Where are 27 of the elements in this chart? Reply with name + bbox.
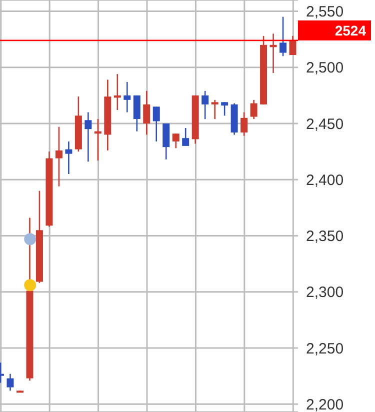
y-tick-label: 2,450 xyxy=(306,116,344,133)
candlestick xyxy=(143,90,150,136)
y-tick-label: 2,200 xyxy=(306,396,344,412)
candlestick xyxy=(250,99,258,120)
y-tick-label: 2,500 xyxy=(306,60,344,77)
candlestick xyxy=(221,102,228,116)
candlestick xyxy=(202,90,209,120)
y-tick-label: 2,350 xyxy=(306,228,344,246)
y-tick-label: 2,300 xyxy=(306,284,344,302)
candlestick xyxy=(55,126,62,188)
candlestick xyxy=(133,94,140,132)
candlestick xyxy=(240,112,248,136)
candlestick xyxy=(65,140,72,175)
candlestick xyxy=(280,16,287,57)
y-tick-label: 2,250 xyxy=(306,340,344,358)
candlestick xyxy=(211,99,218,120)
ref-line-label: 2524 xyxy=(334,22,366,38)
y-tick-label: 2,550 xyxy=(306,4,344,21)
candlestick xyxy=(84,112,92,162)
candlestick xyxy=(6,373,14,392)
candlestick xyxy=(162,122,170,160)
candlestick xyxy=(124,81,131,113)
candlestick xyxy=(289,35,296,56)
candlestick xyxy=(172,132,180,149)
candlestick xyxy=(182,127,190,147)
candlestick xyxy=(152,106,160,142)
y-tick-label: 2,400 xyxy=(306,172,344,189)
